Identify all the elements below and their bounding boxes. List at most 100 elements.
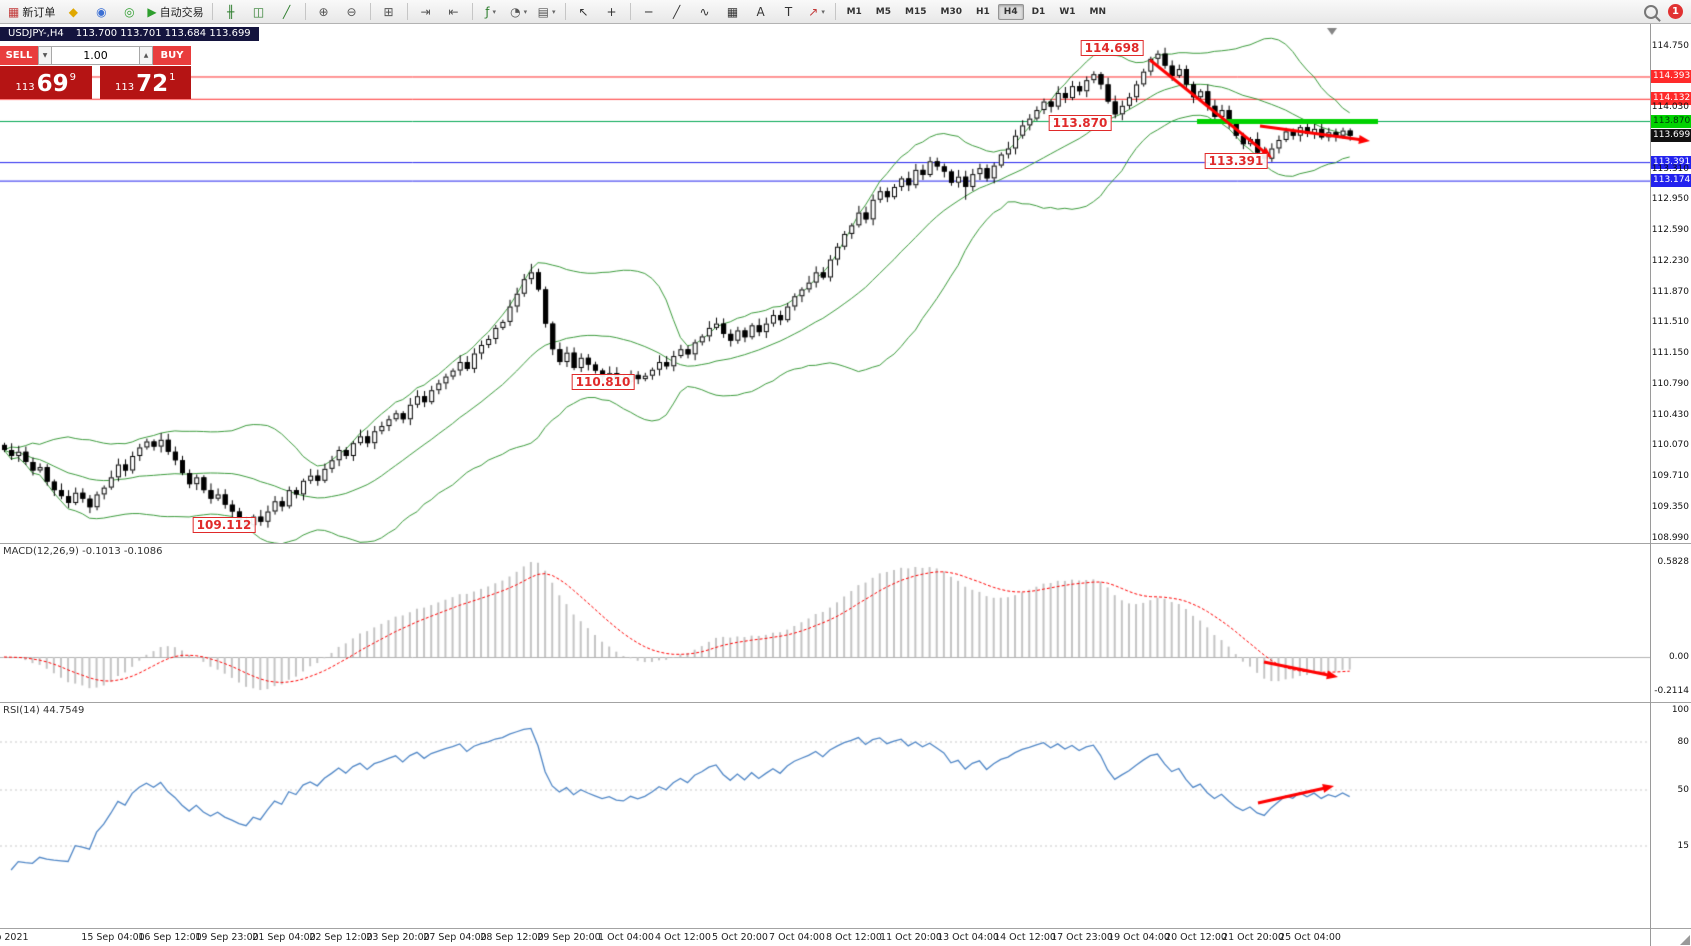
cycle-lines-icon: ∿ — [699, 4, 710, 19]
chart-shift-button[interactable]: ⇤ — [441, 1, 467, 23]
timeframe-m1-button[interactable]: M1 — [846, 6, 862, 17]
search-icon[interactable] — [1644, 4, 1658, 19]
timeframe-w1-button[interactable]: W1 — [1059, 6, 1076, 17]
time-axis-label: 5 Oct 20:00 — [712, 932, 768, 943]
market-watch-button[interactable]: ◉ — [88, 1, 114, 23]
auto-scroll-icon: ⇥ — [420, 4, 431, 19]
timeframe-mn-button[interactable]: MN — [1089, 6, 1107, 17]
periods-button[interactable]: ◔ ▾ — [506, 1, 532, 23]
macd-axis-label--0.2114: -0.2114 — [1654, 685, 1689, 696]
time-axis-label: 4 Oct 12:00 — [655, 932, 711, 943]
arrows-tool-dropdown-icon[interactable]: ▾ — [821, 7, 825, 16]
candlestick-chart-icon: ◫ — [252, 4, 265, 19]
auto-trading-icon: ▶ — [147, 4, 157, 19]
volume-input[interactable] — [52, 46, 139, 65]
price-axis-label-111.150: 111.150 — [1651, 348, 1689, 358]
sell-button[interactable]: 113 69 9 — [0, 66, 92, 99]
trendline-button[interactable]: ╱ — [664, 1, 690, 23]
text-button[interactable]: A — [748, 1, 774, 23]
time-axis-label: 19 Sep 23:00 — [195, 932, 259, 943]
panel-separator-macd[interactable] — [0, 543, 1691, 544]
auto-scroll-button[interactable]: ⇥ — [413, 1, 439, 23]
price-axis-label-114.132: 114.132 — [1651, 92, 1691, 106]
fibonacci-icon: ▦ — [726, 4, 739, 19]
time-axis-label: 22 Sep 12:00 — [309, 932, 373, 943]
time-axis-label: 17 Oct 23:00 — [1051, 932, 1113, 943]
ohlc-values: 113.700 113.701 113.684 113.699 — [75, 28, 251, 39]
metaeditor-icon: ◆ — [68, 4, 78, 19]
templates-dropdown-icon[interactable]: ▾ — [551, 7, 556, 16]
price-axis-label-111.870: 111.870 — [1651, 286, 1689, 297]
time-axis-separator — [0, 928, 1691, 929]
time-axis-label: 21 Sep 04:00 — [252, 932, 316, 943]
horizontal-line-icon: ─ — [644, 4, 653, 19]
new-order-icon: ▦ — [8, 4, 20, 19]
tile-windows-button[interactable]: ⊞ — [376, 1, 402, 23]
buy-button[interactable]: 113 72 1 — [99, 66, 191, 99]
toolbar-separator — [406, 3, 408, 20]
navigator-button[interactable]: ◎ — [116, 1, 142, 23]
toolbar-separator — [471, 3, 473, 20]
rsi-axis-label-15: 15 — [1677, 840, 1689, 851]
sell-price-prefix: 113 — [15, 82, 35, 93]
price-callout-110.810: 110.810 — [571, 374, 635, 390]
timeframe-m30-button[interactable]: M30 — [940, 6, 962, 17]
sell-price-sup: 9 — [69, 72, 76, 83]
tile-windows-icon: ⊞ — [383, 4, 394, 19]
time-axis-label: Sep 2021 — [0, 932, 29, 943]
crosshair-button[interactable]: + — [599, 1, 625, 23]
periods-dropdown-icon[interactable]: ▾ — [523, 7, 528, 16]
buy-price-sup: 1 — [169, 72, 176, 83]
cursor-icon: ↖ — [578, 4, 589, 19]
time-axis-label: 25 Oct 04:00 — [1279, 932, 1341, 943]
zoom-out-button[interactable]: ⊖ — [339, 1, 365, 23]
buy-tab[interactable]: BUY — [153, 46, 191, 65]
line-chart-button[interactable]: ╱ — [274, 1, 300, 23]
indicators-button[interactable]: ƒ ▾ — [478, 1, 504, 23]
cursor-button[interactable]: ↖ — [571, 1, 597, 23]
notification-badge[interactable]: 1 — [1668, 4, 1683, 19]
main-chart-canvas[interactable] — [0, 24, 1650, 543]
auto-trading-button[interactable]: ▶ 自动交易 — [144, 1, 206, 23]
macd-panel-canvas[interactable] — [0, 544, 1650, 702]
price-axis-label-113.310: 113.310 — [1651, 163, 1689, 174]
toolbar-separator — [564, 3, 566, 20]
resize-grip[interactable] — [1680, 935, 1690, 945]
cycle-lines-button[interactable]: ∿ — [692, 1, 718, 23]
rsi-panel-canvas[interactable] — [0, 703, 1650, 928]
timeframe-h1-button[interactable]: H1 — [975, 6, 990, 17]
volume-increase-button[interactable]: ▲ — [139, 46, 153, 65]
panel-separator-rsi[interactable] — [0, 702, 1691, 703]
candlestick-chart-button[interactable]: ◫ — [246, 1, 272, 23]
timeframe-h4-button[interactable]: H4 — [997, 3, 1024, 20]
price-scale[interactable]: 114.750 114.393 114.132 114.030 113.870 113.6… — [1651, 24, 1691, 946]
price-scale-border — [1650, 24, 1651, 946]
text-label-button[interactable]: T — [776, 1, 802, 23]
price-axis-label-114.393: 114.393 — [1651, 69, 1691, 83]
timeframe-m15-button[interactable]: M15 — [905, 6, 927, 17]
new-order-button[interactable]: ▦ 新订单 — [5, 1, 58, 23]
new-order-label: 新订单 — [22, 5, 56, 19]
volume-decrease-button[interactable]: ▼ — [38, 46, 52, 65]
price-axis-label-109.350: 109.350 — [1651, 501, 1689, 512]
macd-indicator-label: MACD(12,26,9) -0.1013 -0.1086 — [3, 546, 163, 557]
horizontal-line-button[interactable]: ─ — [636, 1, 662, 23]
metaeditor-button[interactable]: ◆ — [60, 1, 86, 23]
indicators-dropdown-icon[interactable]: ▾ — [492, 7, 496, 16]
timeframe-m5-button[interactable]: M5 — [875, 6, 892, 17]
fibonacci-button[interactable]: ▦ — [720, 1, 746, 23]
text-label-icon: T — [784, 4, 793, 19]
sell-tab[interactable]: SELL — [0, 46, 38, 65]
templates-button[interactable]: ▤ ▾ — [534, 1, 560, 23]
toolbar-separator — [834, 3, 836, 20]
time-axis-label: 16 Sep 12:00 — [138, 932, 202, 943]
toolbar: ▦ 新订单 ◆ ◉ ◎ ▶ 自动交易 ╫ ◫ ╱ ⊕ ⊖ ⊞ ⇥ ⇤ ƒ ▾ ◔ ▾ ▤ ▾ ↖ + ─ ╱ ∿ ▦ A T ↗ ▾ M1 M5… — [0, 0, 1691, 24]
arrows-tool-button[interactable]: ↗ ▾ — [804, 1, 830, 23]
time-axis-label: 7 Oct 04:00 — [769, 932, 825, 943]
toolbar-separator — [369, 3, 371, 20]
bar-chart-button[interactable]: ╫ — [218, 1, 244, 23]
timeframe-d1-button[interactable]: D1 — [1031, 6, 1046, 17]
zoom-in-button[interactable]: ⊕ — [311, 1, 337, 23]
